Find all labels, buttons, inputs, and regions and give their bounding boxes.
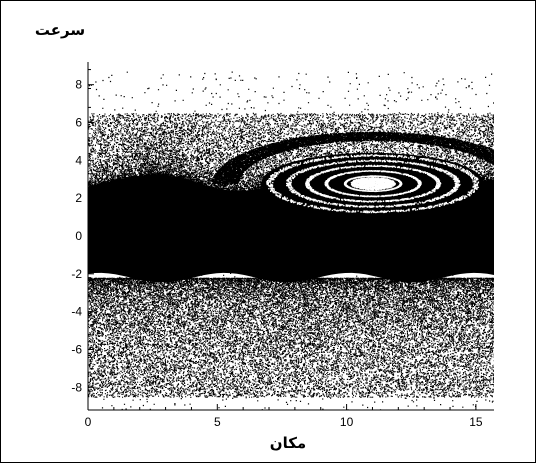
- y-axis-title: سرعت: [35, 21, 85, 39]
- y-tick-label: 2: [75, 191, 82, 205]
- y-tick-label: -2: [71, 267, 82, 281]
- y-tick-label: -8: [71, 380, 82, 394]
- x-tick-label: 15: [469, 415, 483, 429]
- y-tick-label: -4: [71, 305, 82, 319]
- y-tick-label: 0: [75, 229, 82, 243]
- x-tick-label: 5: [214, 415, 221, 429]
- y-tick-label: 8: [75, 78, 82, 92]
- y-tick-label: 6: [75, 116, 82, 130]
- x-tick-label: 10: [340, 415, 354, 429]
- y-tick-label: 4: [75, 153, 82, 167]
- y-tick-label: -6: [71, 342, 82, 356]
- x-axis-title: مکان: [270, 434, 306, 452]
- x-tick-label: 0: [85, 415, 92, 429]
